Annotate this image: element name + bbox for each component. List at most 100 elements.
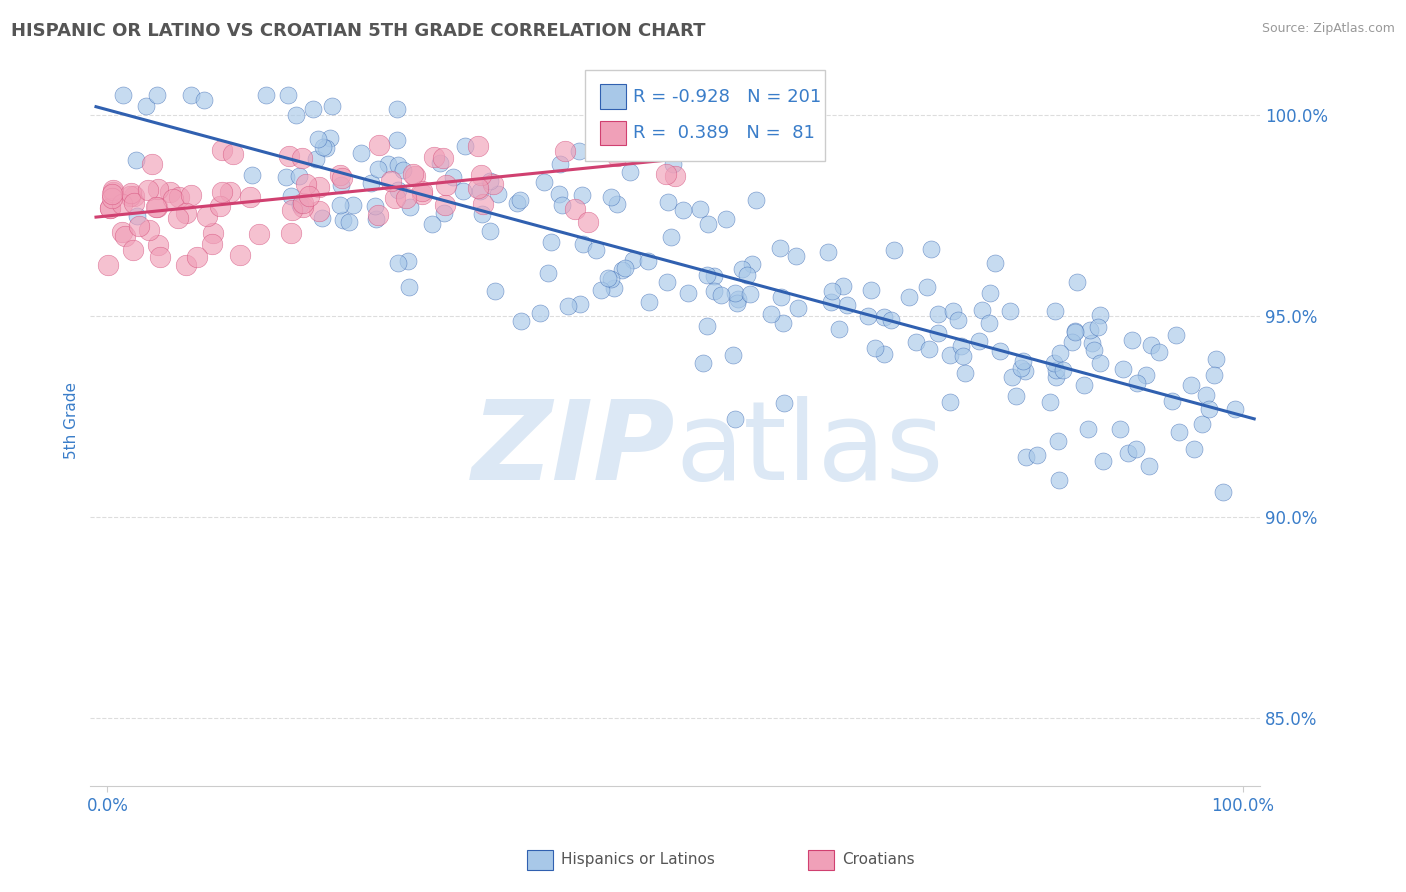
- Point: [727, 292, 749, 306]
- Point: [1088, 356, 1111, 370]
- Point: [979, 285, 1001, 300]
- Point: [315, 141, 337, 155]
- Point: [411, 187, 433, 202]
- Point: [471, 207, 494, 221]
- Point: [118, 189, 141, 203]
- Point: [571, 188, 593, 202]
- Point: [1112, 361, 1135, 376]
- Point: [1125, 376, 1147, 390]
- Point: [478, 224, 501, 238]
- Point: [972, 302, 994, 317]
- Text: Hispanics or Latinos: Hispanics or Latinos: [561, 853, 714, 867]
- Point: [600, 190, 623, 204]
- Point: [162, 192, 184, 206]
- Point: [350, 146, 373, 161]
- Point: [1043, 356, 1066, 370]
- Point: [111, 225, 134, 239]
- Point: [120, 186, 142, 200]
- Point: [367, 162, 389, 177]
- Text: R =  0.389   N =  81: R = 0.389 N = 81: [633, 124, 815, 143]
- Point: [122, 243, 145, 257]
- Point: [637, 253, 659, 268]
- Point: [697, 217, 720, 231]
- Point: [998, 304, 1021, 318]
- Point: [721, 348, 744, 362]
- Point: [731, 262, 754, 277]
- Point: [148, 181, 170, 195]
- Point: [200, 237, 222, 252]
- Point: [1001, 370, 1024, 384]
- Point: [837, 297, 859, 311]
- FancyBboxPatch shape: [600, 85, 626, 109]
- Point: [676, 285, 699, 300]
- Point: [302, 103, 325, 117]
- Point: [1092, 454, 1115, 468]
- Point: [988, 343, 1011, 358]
- Point: [939, 347, 962, 361]
- Point: [860, 283, 883, 297]
- Point: [576, 215, 599, 229]
- Point: [298, 189, 321, 203]
- Point: [770, 290, 793, 304]
- Point: [240, 168, 263, 182]
- Point: [591, 284, 613, 298]
- Point: [441, 170, 464, 185]
- Point: [953, 366, 976, 380]
- Point: [434, 198, 457, 212]
- Point: [387, 255, 409, 269]
- Text: atlas: atlas: [675, 396, 943, 503]
- Point: [219, 185, 242, 199]
- Point: [621, 252, 644, 267]
- Point: [385, 133, 408, 147]
- Point: [1063, 324, 1085, 338]
- Point: [436, 178, 458, 192]
- Point: [277, 88, 299, 103]
- Point: [229, 248, 252, 262]
- Point: [897, 290, 920, 304]
- Point: [724, 412, 747, 426]
- Y-axis label: 5th Grade: 5th Grade: [65, 382, 79, 459]
- Point: [1060, 334, 1083, 349]
- Point: [122, 196, 145, 211]
- Point: [820, 294, 842, 309]
- Point: [136, 184, 159, 198]
- Point: [664, 123, 686, 137]
- Point: [984, 256, 1007, 270]
- Point: [655, 275, 678, 289]
- Point: [342, 198, 364, 212]
- Point: [280, 226, 302, 240]
- Point: [125, 153, 148, 167]
- Point: [396, 254, 419, 268]
- Point: [467, 181, 489, 195]
- Text: Source: ZipAtlas.com: Source: ZipAtlas.com: [1261, 22, 1395, 36]
- Point: [952, 349, 974, 363]
- Point: [294, 178, 316, 192]
- Point: [977, 316, 1000, 330]
- Point: [939, 394, 962, 409]
- Point: [167, 190, 190, 204]
- Point: [97, 258, 120, 272]
- Point: [1014, 450, 1036, 465]
- Point: [135, 99, 157, 113]
- Point: [360, 177, 382, 191]
- Point: [482, 177, 505, 191]
- Point: [479, 174, 502, 188]
- Point: [366, 212, 388, 227]
- Point: [644, 112, 666, 126]
- Point: [329, 169, 352, 183]
- Point: [1198, 401, 1220, 416]
- Point: [505, 196, 527, 211]
- Point: [662, 157, 685, 171]
- Point: [696, 268, 718, 283]
- Point: [568, 144, 591, 158]
- Point: [606, 149, 628, 163]
- Point: [741, 257, 763, 271]
- Point: [920, 242, 942, 256]
- Point: [1045, 369, 1067, 384]
- Point: [918, 342, 941, 356]
- Text: R = -0.928   N = 201: R = -0.928 N = 201: [633, 87, 821, 106]
- Point: [946, 313, 969, 327]
- Point: [1005, 389, 1028, 403]
- Point: [1081, 336, 1104, 351]
- Point: [529, 306, 551, 320]
